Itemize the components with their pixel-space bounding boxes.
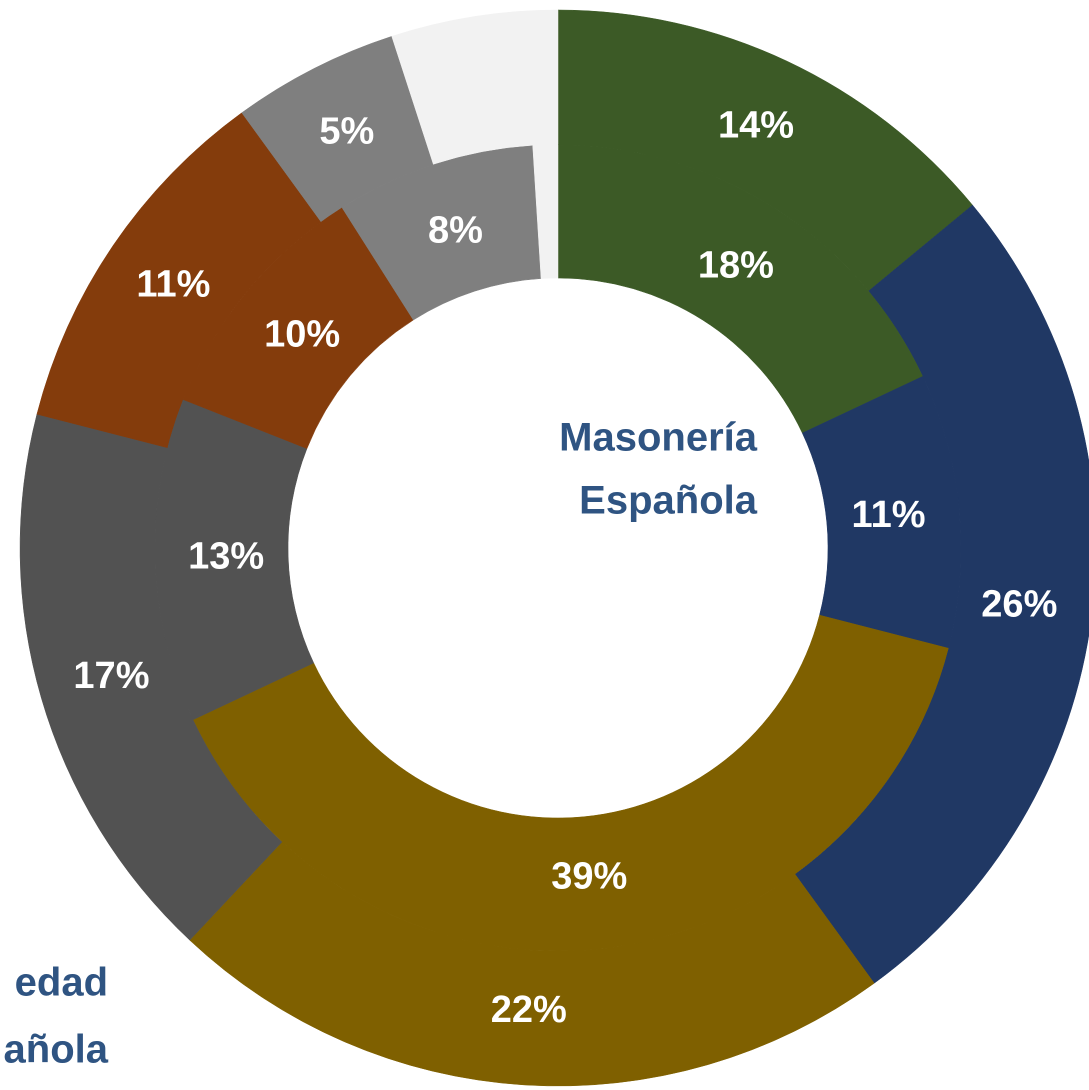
value-label: 14%: [718, 104, 794, 146]
value-label: 26%: [981, 583, 1057, 625]
value-label: 17%: [73, 655, 149, 697]
slice: [532, 144, 559, 279]
value-label: 11%: [852, 494, 926, 536]
rings: [19, 9, 1089, 1087]
center-label: Masonería: [559, 416, 758, 460]
value-label: 11%: [136, 264, 210, 306]
annotation: añola: [4, 1028, 109, 1072]
labels: 14% 26% 22% 17% 11% 5% 18% 11% 39% 13% 10% 8%: [73, 104, 1057, 1031]
value-label: 5%: [319, 111, 374, 153]
value-label: 13%: [188, 535, 264, 577]
annotation: edad: [15, 961, 108, 1005]
value-label: 8%: [428, 209, 483, 251]
slice: [193, 614, 949, 952]
center-label: Española: [579, 479, 758, 523]
value-label: 39%: [551, 856, 627, 898]
value-label: 22%: [491, 989, 567, 1031]
value-label: 10%: [264, 313, 340, 355]
value-label: 18%: [698, 245, 774, 287]
